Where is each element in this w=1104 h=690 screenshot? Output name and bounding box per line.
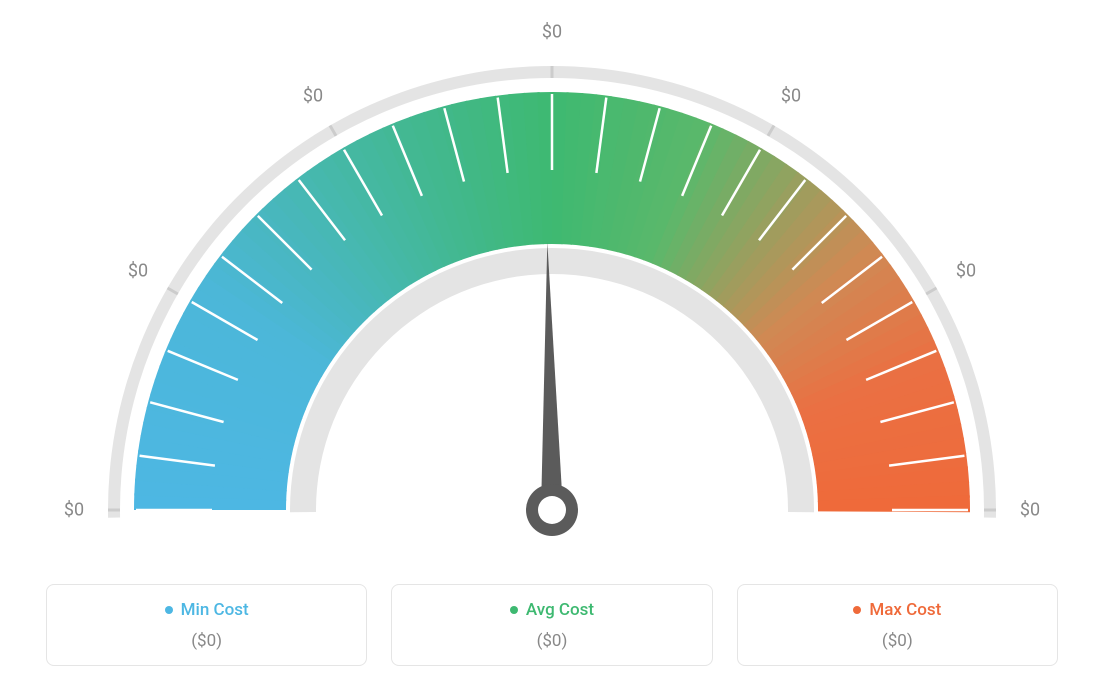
gauge-chart-container: Min Cost ($0) Avg Cost ($0) Max Cost ($0… <box>0 0 1104 690</box>
legend-title-avg: Avg Cost <box>510 600 594 620</box>
gauge-tick-label: $0 <box>128 261 148 282</box>
legend-label-max: Max Cost <box>869 600 941 620</box>
legend-card-min: Min Cost ($0) <box>46 584 367 666</box>
gauge-tick-label: $0 <box>781 86 801 107</box>
gauge-tick-label: $0 <box>542 22 562 43</box>
gauge-tick-label: $0 <box>64 500 84 521</box>
gauge-tick-label: $0 <box>303 86 323 107</box>
legend-title-min: Min Cost <box>165 600 249 620</box>
gauge-tick-label: $0 <box>1020 500 1040 521</box>
legend-value-avg: ($0) <box>400 631 703 651</box>
legend-dot-avg <box>510 606 518 614</box>
legend-value-min: ($0) <box>55 631 358 651</box>
gauge-tick-label: $0 <box>956 261 976 282</box>
legend-card-avg: Avg Cost ($0) <box>391 584 712 666</box>
legend-label-min: Min Cost <box>181 600 249 620</box>
legend-dot-max <box>853 606 861 614</box>
legend-value-max: ($0) <box>746 631 1049 651</box>
legend-title-max: Max Cost <box>853 600 941 620</box>
legend-card-max: Max Cost ($0) <box>737 584 1058 666</box>
legend-label-avg: Avg Cost <box>526 600 594 620</box>
legend-row: Min Cost ($0) Avg Cost ($0) Max Cost ($0… <box>46 584 1058 666</box>
legend-dot-min <box>165 606 173 614</box>
